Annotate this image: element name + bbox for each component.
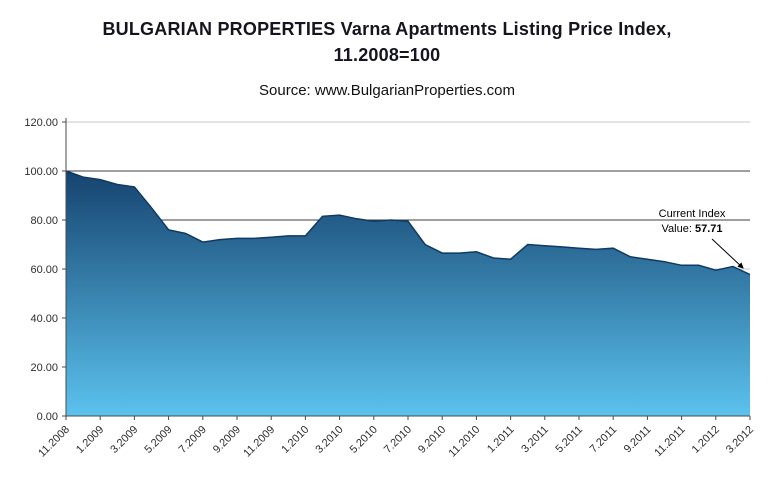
annotation-value: 57.71 (695, 223, 723, 235)
line-series (65, 170, 751, 276)
chart-title-line1: BULGARIAN PROPERTIES Varna Apartments Li… (102, 19, 672, 39)
x-axis-labels: 11.2008 1.2009 3.2009 5.2009 7.2009 9.200911.… (36, 424, 756, 460)
x-tick-label: 3.2010 (313, 424, 345, 456)
x-tick-label: 9.2011 (622, 424, 654, 456)
chart-source: Source: www.BulgarianProperties.com (259, 82, 515, 99)
y-tick-label: 20.00 (30, 362, 58, 374)
annotation-arrow (711, 238, 744, 269)
x-tick-label: 9.2009 (211, 424, 243, 456)
x-tick-label: 1.2011 (485, 424, 517, 456)
x-tick-label: 7.2009 (177, 424, 209, 456)
x-tick-label: 3.2012 (724, 424, 756, 456)
x-tick-label: 11.2010 (446, 424, 482, 460)
current-value-annotation: Current Index Value: 57.71 (659, 208, 744, 269)
area-series (66, 171, 750, 416)
x-tick-label: 7.2010 (382, 424, 414, 456)
x-tick-label: 9.2010 (416, 424, 448, 456)
x-tick-label: 11.2011 (652, 424, 687, 459)
annotation-line2: Value: 57.71 (662, 223, 723, 235)
x-tick-label: 1.2010 (279, 424, 311, 456)
y-axis-labels: 0.00 20.00 40.00 60.00 80.00 100.00 120.00 (24, 117, 58, 423)
x-tick-label: 1.2009 (74, 424, 106, 456)
x-tick-label: 5.2011 (553, 424, 585, 456)
y-tick-label: 60.00 (30, 264, 58, 276)
y-tick-label: 0.00 (37, 411, 58, 423)
chart-title-line2: 11.2008=100 (333, 45, 441, 65)
y-tick-label: 100.00 (24, 166, 58, 178)
annotation-line1: Current Index (659, 208, 726, 220)
axes (62, 118, 751, 420)
y-tick-label: 120.00 (24, 117, 58, 129)
y-tick-label: 40.00 (30, 313, 58, 325)
x-tick-label: 1.2012 (690, 424, 722, 456)
y-tick-label: 80.00 (30, 215, 58, 227)
x-tick-label: 11.2008 (36, 424, 72, 460)
annotation-value-prefix: Value: (662, 223, 695, 235)
x-tick-label: 5.2010 (348, 424, 380, 456)
x-tick-label: 5.2009 (142, 424, 174, 456)
chart-title: BULGARIAN PROPERTIES Varna Apartments Li… (0, 0, 774, 68)
x-tick-label: 7.2011 (588, 424, 620, 456)
chart-canvas: 0.00 20.00 40.00 60.00 80.00 100.00 120.00 11.… (24, 117, 756, 460)
x-tick-label: 3.2011 (519, 424, 551, 456)
x-tick-label: 3.2009 (108, 424, 140, 456)
x-tick-label: 11.2009 (241, 424, 277, 460)
